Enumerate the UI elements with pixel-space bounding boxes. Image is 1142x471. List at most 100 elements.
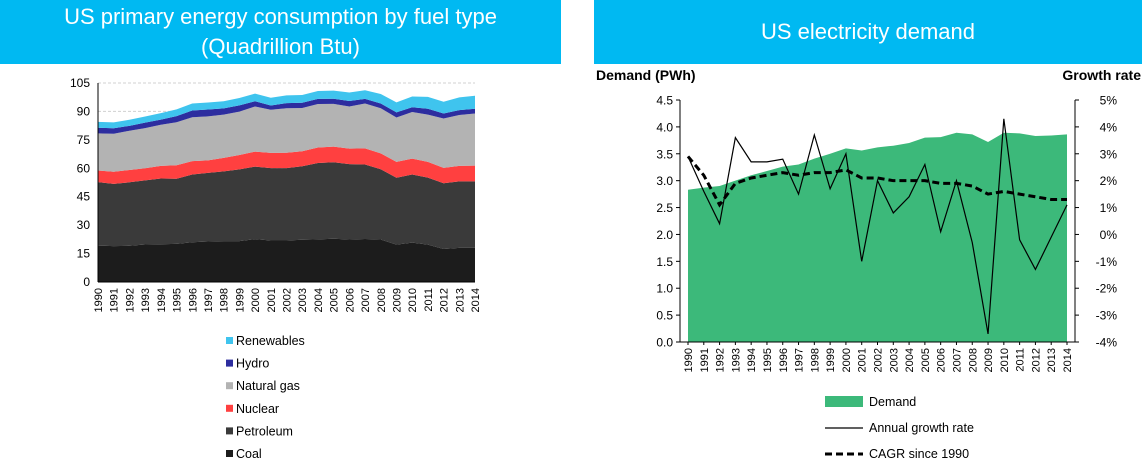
x-tick-label: 2005: [329, 288, 341, 312]
x-tick-label: 2003: [297, 288, 309, 312]
area-nuclear: [98, 146, 475, 184]
legend-label-coal: Coal: [236, 447, 262, 461]
legend-label-petroleum: Petroleum: [236, 424, 293, 438]
left-tick-label: 3.5: [656, 147, 673, 161]
x-tick-label: 2007: [360, 288, 372, 312]
x-tick-label: 1997: [794, 348, 806, 372]
legend-label-hydro: Hydro: [236, 357, 269, 371]
left-tick-label: 4.0: [656, 120, 673, 134]
x-tick-label: 1994: [746, 348, 758, 372]
x-tick-label: 2002: [282, 288, 294, 312]
right-tick-label: 1%: [1100, 201, 1118, 215]
right-chart-title: US electricity demand: [761, 19, 975, 44]
right-chart-title-bar: US electricity demand: [594, 0, 1142, 64]
legend-label-annual-growth-rate: Annual growth rate: [869, 421, 974, 435]
legend-swatch-nuclear: [226, 404, 233, 412]
x-tick-label: 2002: [873, 348, 885, 372]
x-tick-label: 2000: [841, 348, 853, 372]
left-tick-label: 2.5: [656, 201, 673, 215]
x-tick-label: 2004: [904, 348, 916, 372]
x-tick-label: 1995: [762, 348, 774, 372]
x-tick-label: 2013: [1046, 348, 1058, 372]
electricity-demand-chart: Demand (PWh) Growth rate 0.0 0.5 1.0 1.5 2.0 2.…: [596, 67, 1141, 461]
x-tick-label: 2006: [344, 288, 356, 312]
x-tick-label: 1997: [203, 288, 215, 312]
legend-label-renewables: Renewables: [236, 334, 305, 348]
area-coal: [98, 238, 475, 282]
legend-swatch-renewables: [226, 337, 233, 344]
x-tick-label: 1996: [778, 348, 790, 372]
x-tick-label: 2011: [423, 288, 435, 312]
y-tick-label: 105: [70, 76, 90, 90]
y-tick-label: 60: [77, 161, 91, 175]
x-tick-label: 2009: [983, 348, 995, 372]
area-hydro: [98, 98, 475, 134]
left-tick-label: 4.5: [656, 94, 673, 108]
x-tick-label: 2008: [376, 288, 388, 312]
x-tick-label: 2012: [1030, 348, 1042, 372]
legend-swatch-hydro: [226, 359, 233, 367]
right-tick-label: -4%: [1096, 336, 1118, 350]
x-tick-label: 1991: [109, 288, 121, 312]
left-tick-label: 1.0: [656, 282, 673, 296]
y-tick-label: 0: [83, 275, 90, 289]
area-natural-gas: [98, 103, 475, 172]
left-chart-title-line2: (Quadrillion Btu): [201, 34, 360, 59]
left-chart-title-line1: US primary energy consumption by fuel ty…: [64, 4, 497, 29]
y-tick-label: 90: [77, 104, 91, 118]
x-tick-label: 2005: [920, 348, 932, 372]
energy-consumption-chart: 0 15 30 45 60 75 90 105 1990 1991 1992 1993 1994 1995…: [70, 76, 482, 461]
x-tick-label: 1990: [683, 348, 695, 372]
right-tick-label: 0%: [1100, 228, 1118, 242]
line-annual-growth-rate: [687, 118, 1068, 335]
y-tick-label: 75: [77, 133, 91, 147]
x-tick-label: 2014: [1062, 348, 1074, 372]
right-tick-label: -2%: [1096, 282, 1118, 296]
x-tick-label: 1993: [730, 348, 742, 372]
x-tick-label: 1992: [715, 348, 727, 372]
legend-swatch-demand: [825, 396, 863, 407]
x-tick-label: 1999: [825, 348, 837, 372]
x-tick-label: 2008: [967, 348, 979, 372]
x-tick-label: 1993: [140, 288, 152, 312]
x-tick-label: 2003: [888, 348, 900, 372]
x-tick-label: 2001: [266, 288, 278, 312]
legend-swatch-coal: [226, 450, 233, 457]
area-demand: [688, 132, 1067, 342]
x-tick-label: 2011: [1015, 348, 1027, 372]
right-tick-label: 5%: [1100, 94, 1118, 108]
x-tick-label: 2006: [936, 348, 948, 372]
right-tick-label: -3%: [1096, 309, 1118, 323]
legend-swatch-natural-gas: [226, 382, 233, 390]
left-tick-label: 1.5: [656, 255, 673, 269]
x-tick-label: 2007: [951, 348, 963, 372]
left-chart-title-bar: US primary energy consumption by fuel ty…: [0, 0, 561, 64]
y-tick-label: 15: [77, 247, 91, 261]
left-tick-label: 0.0: [656, 336, 673, 350]
x-tick-label: 2009: [391, 288, 403, 312]
legend-label-natural-gas: Natural gas: [236, 379, 300, 393]
x-tick-label: 2001: [857, 348, 869, 372]
y-tick-label: 45: [77, 190, 91, 204]
x-tick-label: 2013: [454, 288, 466, 312]
x-tick-label: 1999: [234, 288, 246, 312]
right-axis-title: Growth rate: [1062, 67, 1141, 83]
x-tick-label: 1995: [172, 288, 184, 312]
left-axis-title: Demand (PWh): [596, 67, 696, 83]
legend-label-nuclear: Nuclear: [236, 402, 279, 416]
right-tick-label: 3%: [1100, 147, 1118, 161]
x-tick-label: 1998: [809, 348, 821, 372]
y-tick-label: 30: [77, 218, 91, 232]
x-tick-label: 1992: [124, 288, 136, 312]
x-tick-label: 1996: [187, 288, 199, 312]
legend-label-demand: Demand: [869, 395, 916, 409]
x-tick-label: 1998: [219, 288, 231, 312]
x-tick-label: 1991: [699, 348, 711, 372]
x-tick-label: 1990: [93, 288, 105, 312]
area-renewables: [98, 90, 475, 129]
legend-label-cagr-since-1990: CAGR since 1990: [869, 447, 969, 461]
x-tick-label: 1994: [156, 288, 168, 312]
x-tick-label: 2010: [407, 288, 419, 312]
left-tick-label: 3.0: [656, 174, 673, 188]
legend-swatch-petroleum: [226, 427, 233, 435]
